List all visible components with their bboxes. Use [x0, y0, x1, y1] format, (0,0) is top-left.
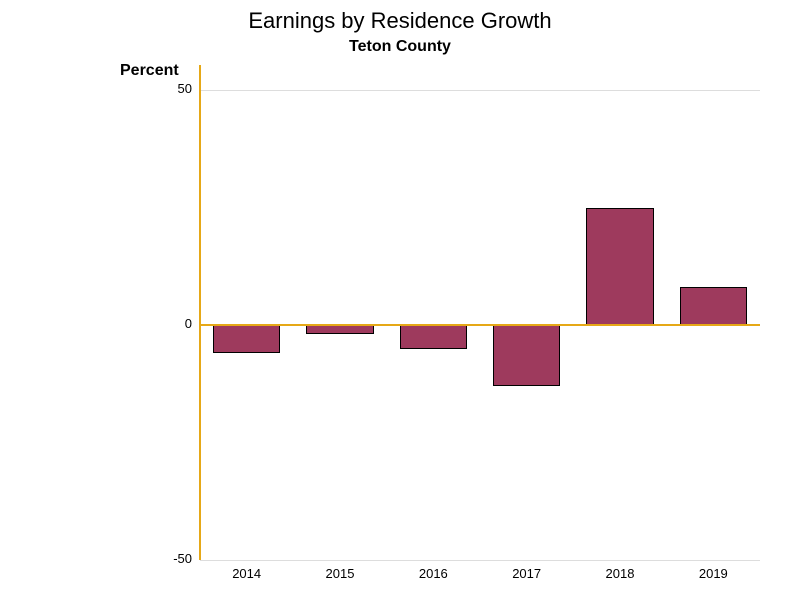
bar	[213, 325, 280, 353]
chart-container: Earnings by Residence Growth Teton Count…	[0, 0, 800, 600]
y-axis-line	[199, 65, 201, 560]
x-tick-label: 2014	[217, 566, 277, 581]
x-tick-label: 2017	[497, 566, 557, 581]
bar	[586, 208, 653, 326]
x-tick-label: 2018	[590, 566, 650, 581]
bar	[680, 287, 747, 325]
chart-subtitle: Teton County	[0, 38, 800, 56]
gridline	[200, 90, 760, 91]
y-axis-label: Percent	[120, 62, 179, 80]
x-tick-label: 2019	[683, 566, 743, 581]
x-tick-label: 2015	[310, 566, 370, 581]
x-tick-label: 2016	[403, 566, 463, 581]
bar	[493, 325, 560, 386]
y-tick-label: -50	[142, 551, 192, 566]
bar	[400, 325, 467, 349]
bar	[306, 325, 373, 334]
chart-title: Earnings by Residence Growth	[0, 8, 800, 34]
plot-area	[200, 90, 760, 560]
x-axis-zero-line	[200, 324, 760, 326]
gridline	[200, 560, 760, 561]
y-tick-label: 0	[142, 316, 192, 331]
y-tick-label: 50	[142, 81, 192, 96]
